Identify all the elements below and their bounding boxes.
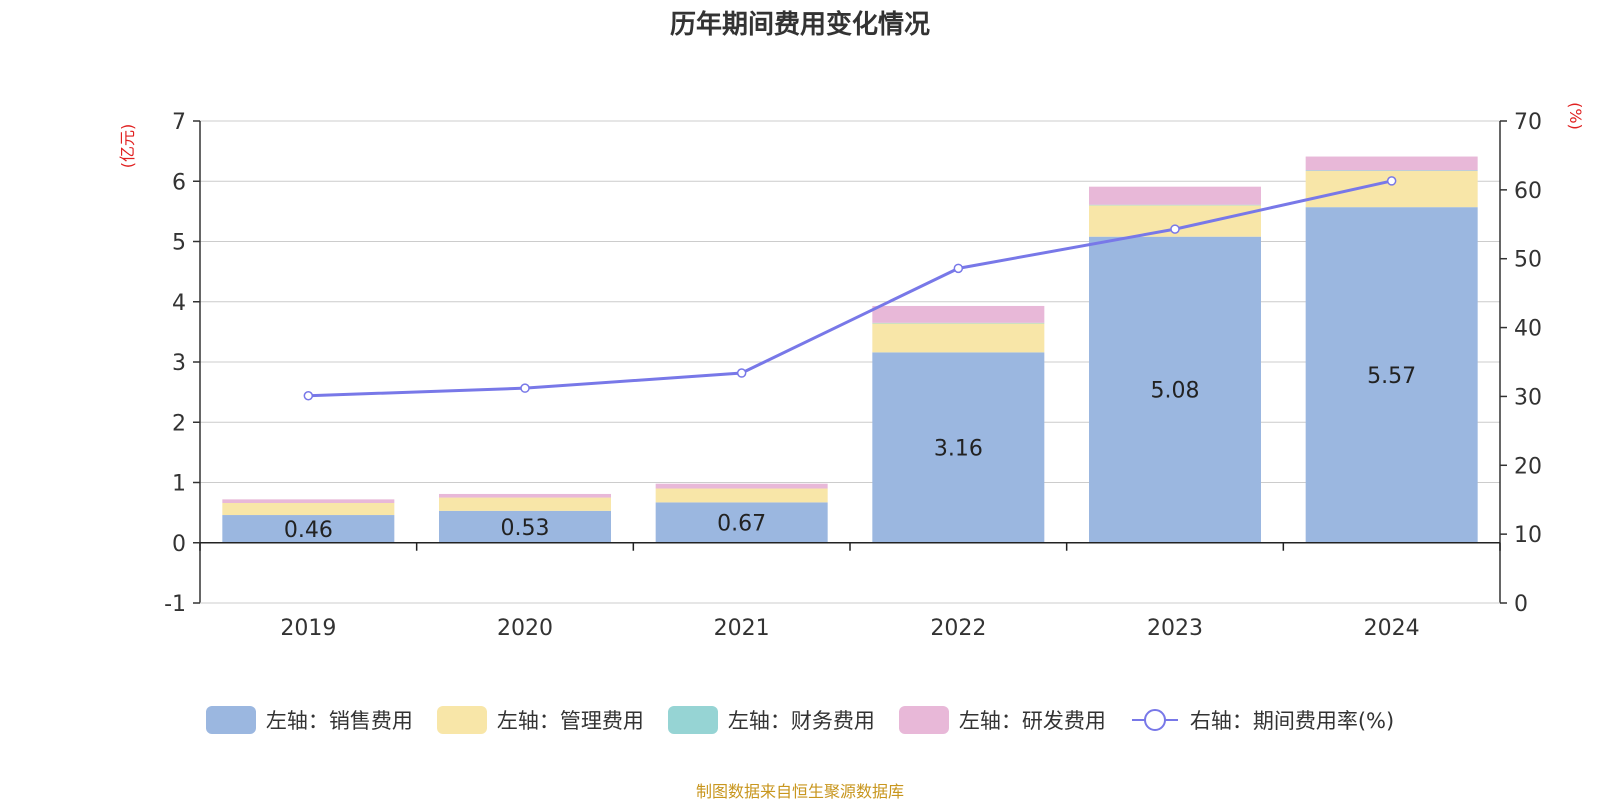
x-tick-label: 2023 bbox=[1147, 616, 1203, 641]
bar-segment bbox=[1305, 207, 1478, 543]
chart-title: 历年期间费用变化情况 bbox=[669, 10, 930, 40]
bar-value-label: 5.08 bbox=[1151, 379, 1200, 404]
left-axis-unit: (亿元) bbox=[118, 124, 137, 169]
left-tick-label: 5 bbox=[172, 231, 186, 256]
rate-point bbox=[1386, 176, 1397, 186]
rate-point bbox=[520, 383, 530, 393]
bar-segment bbox=[872, 352, 1045, 543]
left-tick-label: 2 bbox=[172, 411, 186, 436]
legend-item[interactable]: 右轴：期间费用率(%) bbox=[1130, 705, 1394, 735]
legend-item[interactable]: 左轴：销售费用 bbox=[205, 705, 413, 735]
bar-value-label: 0.46 bbox=[284, 518, 333, 543]
bar-segment bbox=[655, 483, 828, 489]
legend-swatch bbox=[667, 706, 718, 734]
bar-segment bbox=[222, 502, 395, 516]
right-tick-label: 30 bbox=[1514, 385, 1542, 410]
bar-segment bbox=[222, 515, 395, 543]
bar-value-label: 5.57 bbox=[1367, 364, 1416, 389]
x-tick-label: 2020 bbox=[497, 616, 553, 641]
legend-swatch bbox=[436, 706, 487, 734]
left-tick-label: 1 bbox=[172, 472, 186, 497]
bar-segment bbox=[1089, 186, 1261, 205]
bar-segment bbox=[1305, 156, 1478, 171]
right-tick-label: 40 bbox=[1514, 317, 1542, 342]
legend-label: 左轴：销售费用 bbox=[265, 709, 413, 733]
right-axis-unit: (%) bbox=[1566, 102, 1585, 130]
legend-label: 左轴：管理费用 bbox=[496, 709, 644, 733]
bar-segment bbox=[1305, 170, 1478, 172]
bar-segment bbox=[655, 502, 828, 543]
bar-value-label: 3.16 bbox=[934, 437, 983, 462]
right-tick-label: 70 bbox=[1514, 110, 1542, 135]
data-labels: 0.46 0.53 0.67 3.16 5.08 5.57 bbox=[284, 364, 1416, 543]
x-tick-label: 2024 bbox=[1364, 616, 1420, 641]
left-tick-label: -1 bbox=[164, 592, 186, 617]
bar-value-label: 0.53 bbox=[501, 516, 550, 541]
legend-item[interactable]: 左轴：研发费用 bbox=[898, 705, 1106, 735]
source-note: 制图数据来自恒生聚源数据库 bbox=[695, 782, 904, 801]
legend-label: 右轴：期间费用率(%) bbox=[1189, 709, 1395, 733]
bar-segment bbox=[439, 497, 611, 511]
grid-lines bbox=[200, 120, 1500, 604]
x-tick-label: 2022 bbox=[930, 616, 986, 641]
legend-swatch bbox=[898, 706, 949, 734]
bar-segment bbox=[872, 305, 1045, 323]
right-tick-label: 60 bbox=[1514, 179, 1542, 204]
bar-segment bbox=[222, 499, 395, 503]
legend-line-icon bbox=[1131, 709, 1178, 731]
bar-segment bbox=[1089, 236, 1261, 543]
right-tick-label: 10 bbox=[1514, 523, 1542, 548]
line-series bbox=[303, 176, 1397, 401]
rate-line bbox=[308, 179, 1392, 398]
left-tick-label: 6 bbox=[172, 170, 186, 195]
rate-point bbox=[953, 263, 964, 274]
legend-label: 左轴：财务费用 bbox=[727, 709, 875, 733]
right-tick-label: 20 bbox=[1514, 454, 1542, 479]
rate-point bbox=[736, 368, 747, 378]
legend-item[interactable]: 左轴：管理费用 bbox=[436, 705, 644, 735]
legend-label: 左轴：研发费用 bbox=[958, 709, 1106, 733]
bar-group bbox=[222, 156, 1478, 543]
x-tick-label: 2019 bbox=[280, 616, 336, 641]
left-tick-label: 0 bbox=[172, 532, 186, 557]
bar-segment bbox=[439, 510, 611, 543]
x-tick-label: 2021 bbox=[714, 616, 770, 641]
bar-segment bbox=[872, 322, 1045, 324]
right-tick-label: 50 bbox=[1514, 248, 1542, 273]
legend-swatch bbox=[205, 706, 256, 734]
bar-segment bbox=[439, 493, 611, 498]
legend-item[interactable]: 左轴：财务费用 bbox=[667, 705, 875, 735]
left-tick-label: 3 bbox=[172, 351, 186, 376]
right-tick-label: 0 bbox=[1514, 592, 1528, 617]
rate-point bbox=[303, 390, 314, 401]
left-tick-label: 4 bbox=[172, 291, 186, 316]
rate-point bbox=[1170, 224, 1180, 234]
bar-segment bbox=[655, 488, 828, 503]
left-tick-label: 7 bbox=[172, 110, 186, 135]
bar-segment bbox=[1089, 204, 1261, 206]
bar-segment bbox=[872, 323, 1045, 353]
bar-value-label: 0.67 bbox=[717, 512, 766, 537]
legend: 左轴：销售费用 左轴：管理费用 左轴：财务费用 左轴：研发费用 右轴：期间费用率(%) bbox=[0, 700, 1600, 740]
